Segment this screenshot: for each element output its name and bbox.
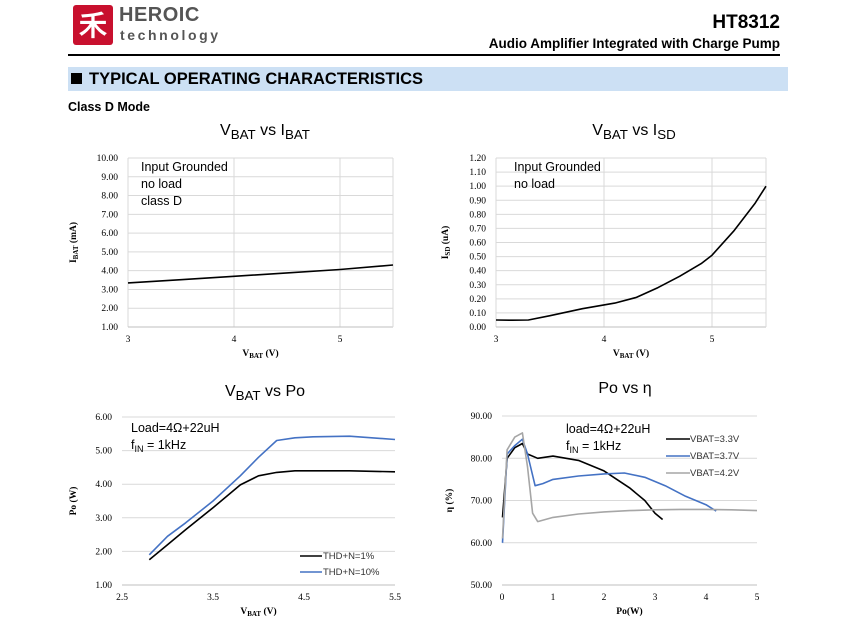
brand-sub: technology <box>120 27 221 43</box>
chart2-xtick-label: 3 <box>494 335 499 345</box>
chart4-series-line-1 <box>501 442 664 521</box>
chart1-ylabel: IBAT (mA) <box>68 222 80 263</box>
doc-subtitle: Audio Amplifier Integrated with Charge P… <box>488 36 780 51</box>
chart1-xlabel: VBAT (V) <box>242 348 278 360</box>
chart4-xtick-label: 3 <box>653 593 658 603</box>
chart3-ytick-label: 2.00 <box>95 547 112 557</box>
chart3-legend-label: THD+N=1% <box>323 551 375 562</box>
chart2-ytick-label: 0.50 <box>469 253 486 263</box>
chart4-series-line-2 <box>501 438 717 543</box>
chart4-ylabel: η (%) <box>444 489 455 513</box>
part-number: HT8312 <box>712 12 780 33</box>
chart1-xtick-label: 3 <box>126 335 131 345</box>
chart2-ytick-label: 0.80 <box>469 210 486 220</box>
chart1-xtick-label: 5 <box>338 335 343 345</box>
chart3-xtick-label: 4.5 <box>298 593 310 603</box>
chart3-ytick-label: 1.00 <box>95 581 112 591</box>
chart4-xlabel: Po(W) <box>616 606 642 617</box>
logo-background <box>73 5 113 45</box>
chart1-ytick-label: 8.00 <box>101 192 118 202</box>
chart3-xtick-label: 2.5 <box>116 593 128 603</box>
chart2-ytick-label: 0.10 <box>469 309 486 319</box>
chart3-ytick-label: 5.00 <box>95 447 112 457</box>
chart2-ytick-label: 0.40 <box>469 267 486 277</box>
chart4-xtick-label: 4 <box>704 593 709 603</box>
chart1-ytick-label: 10.00 <box>97 154 119 164</box>
logo-glyph: 禾 <box>79 10 107 42</box>
chart1-ytick-label: 1.00 <box>101 323 118 333</box>
chart1-title: VBAT vs IBAT <box>220 122 310 143</box>
chart3-ylabel: Po (W) <box>68 487 79 516</box>
chart2-ytick-label: 0.60 <box>469 239 486 249</box>
chart1-ytick-label: 7.00 <box>101 210 118 220</box>
chart2-xtick-label: 5 <box>710 335 715 345</box>
chart4-annotation: fIN = 1kHz <box>566 439 621 455</box>
chart2-ylabel: ISD (uA) <box>440 226 452 260</box>
header-rule <box>68 54 780 56</box>
chart4-xtick-label: 1 <box>551 593 556 603</box>
chart1-ytick-label: 3.00 <box>101 285 118 295</box>
chart3-title: VBAT vs Po <box>224 383 306 404</box>
chart1-ytick-label: 6.00 <box>101 229 118 239</box>
chart1-ytick-label: 2.00 <box>101 304 118 314</box>
chart3-xtick-label: 3.5 <box>207 593 219 603</box>
chart2-ytick-label: 0.00 <box>469 323 486 333</box>
section-bar <box>68 67 788 91</box>
chart4-annotation: load=4Ω+22uH <box>566 422 650 436</box>
chart4-ytick-label: 80.00 <box>471 454 493 464</box>
section-title: TYPICAL OPERATING CHARACTERISTICS <box>89 70 423 88</box>
chart2-annotation: no load <box>514 177 555 191</box>
chart2-ytick-label: 1.00 <box>469 182 486 192</box>
chart3-legend-label: THD+N=10% <box>323 567 380 578</box>
chart1-annotation: class D <box>141 194 182 208</box>
chart3-series-line-1 <box>148 469 396 561</box>
chart4-xtick-label: 0 <box>500 593 505 603</box>
chart1-ytick-label: 9.00 <box>101 173 118 183</box>
chart1-ytick-label: 4.00 <box>101 267 118 277</box>
chart2-series-line-1 <box>495 185 767 322</box>
heroic-logo: 禾 <box>73 5 113 45</box>
chart4-ytick-label: 60.00 <box>471 539 493 549</box>
chart1-xtick-label: 4 <box>232 335 237 345</box>
brand-name: HEROIC <box>119 4 200 26</box>
mode-label: Class D Mode <box>68 100 150 114</box>
chart4-ytick-label: 70.00 <box>471 497 493 507</box>
chart3-annotation: Load=4Ω+22uH <box>131 421 220 435</box>
chart3-xlabel: VBAT (V) <box>240 606 276 618</box>
chart4-legend-label: VBAT=3.7V <box>690 451 740 462</box>
chart3-ytick-label: 4.00 <box>95 480 112 490</box>
chart4-legend-label: VBAT=4.2V <box>690 468 740 479</box>
chart2-ytick-label: 0.20 <box>469 295 486 305</box>
chart4-series-line-3 <box>501 432 758 539</box>
chart3-series-line-2 <box>148 435 396 556</box>
chart4-title: Po vs η <box>598 380 652 397</box>
chart2-ytick-label: 1.20 <box>469 154 486 164</box>
chart3-annotation: fIN = 1kHz <box>131 438 186 454</box>
section-bullet-icon <box>71 73 82 84</box>
chart3-xtick-label: 5.5 <box>389 593 401 603</box>
chart2-xtick-label: 4 <box>602 335 607 345</box>
chart2-ytick-label: 1.10 <box>469 168 486 178</box>
chart2-ytick-label: 0.90 <box>469 196 486 206</box>
chart1-annotation: no load <box>141 177 182 191</box>
chart1-annotation: Input Grounded <box>141 160 228 174</box>
chart3-ytick-label: 6.00 <box>95 413 112 423</box>
chart2-xlabel: VBAT (V) <box>613 348 649 360</box>
chart4-xtick-label: 5 <box>755 593 760 603</box>
chart2-ytick-label: 0.70 <box>469 224 486 234</box>
chart2-annotation: Input Grounded <box>514 160 601 174</box>
chart4-xtick-label: 2 <box>602 593 607 603</box>
chart4-ytick-label: 50.00 <box>471 581 493 591</box>
chart1-ytick-label: 5.00 <box>101 248 118 258</box>
chart3-ytick-label: 3.00 <box>95 514 112 524</box>
chart4-legend-label: VBAT=3.3V <box>690 434 740 445</box>
chart1-series-line-1 <box>127 264 394 284</box>
chart2-ytick-label: 0.30 <box>469 281 486 291</box>
chart2-title: VBAT vs ISD <box>592 122 676 143</box>
chart4-ytick-label: 90.00 <box>471 412 493 422</box>
